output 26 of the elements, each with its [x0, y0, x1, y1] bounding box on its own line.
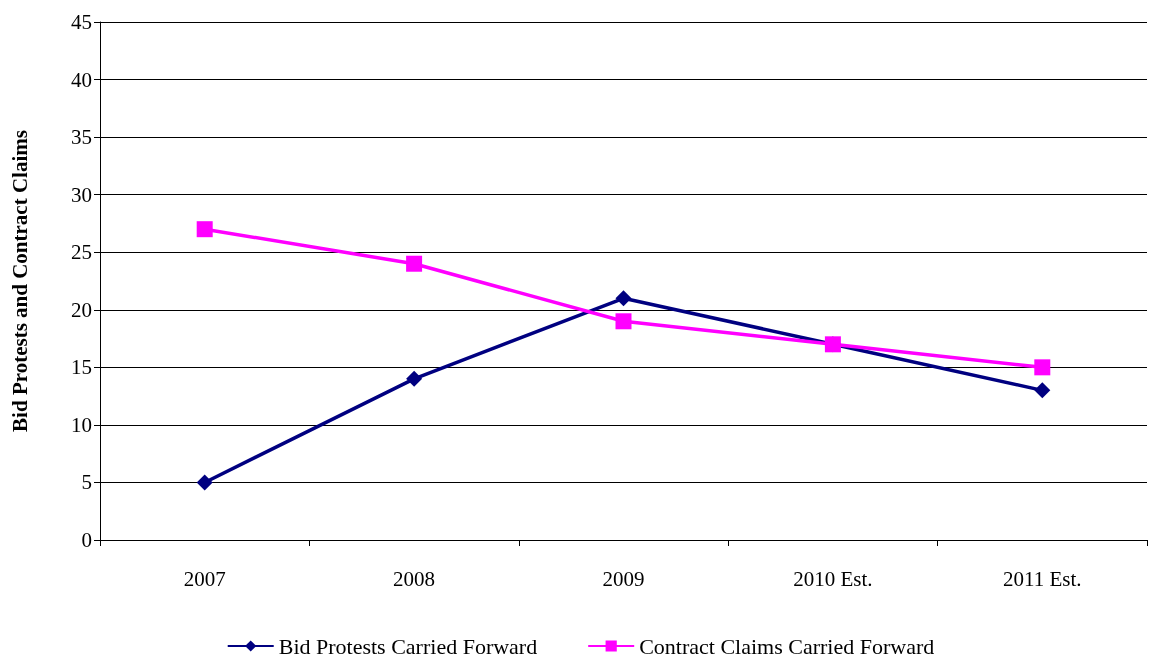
y-tick-label: 40: [71, 67, 92, 92]
y-tick-label: 35: [71, 125, 92, 150]
x-tick-label: 2010 Est.: [793, 566, 873, 591]
x-tick-label: 2007: [183, 566, 226, 591]
point: [196, 474, 213, 491]
x-tick-label: 2008: [393, 566, 436, 591]
legend-label: Bid Protests Carried Forward: [278, 633, 538, 659]
point: [196, 221, 213, 238]
y-tick-label: 5: [81, 470, 92, 495]
y-axis-title: Bid Protests and Contract Claims: [7, 130, 32, 432]
point: [615, 313, 632, 330]
y-tick-label: 20: [71, 297, 92, 322]
point: [615, 290, 632, 307]
x-tick-label: 2011 Est.: [1003, 566, 1082, 591]
y-tick-label: 30: [71, 182, 92, 207]
x-tick-label: 2009: [602, 566, 645, 591]
y-tick-label: 10: [71, 412, 92, 437]
legend-label: Contract Claims Carried Forward: [639, 633, 935, 659]
y-tick-label: 45: [71, 10, 92, 34]
point: [1034, 359, 1051, 376]
point: [1034, 382, 1051, 399]
y-tick-label: 15: [71, 355, 92, 380]
y-tick-label: 25: [71, 240, 92, 265]
y-tick-label: 0: [81, 528, 92, 552]
point: [406, 255, 423, 272]
point: [406, 370, 423, 387]
